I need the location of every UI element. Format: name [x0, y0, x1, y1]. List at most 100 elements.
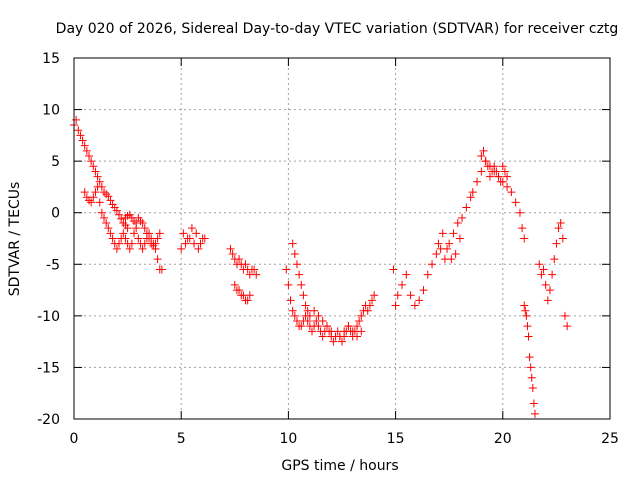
data-point — [496, 177, 505, 186]
data-point — [529, 399, 538, 408]
y-tick-label: -10 — [37, 309, 60, 325]
y-tick-labels: -20 -15 -10 -5 0 5 10 15 — [37, 51, 60, 428]
data-point — [523, 322, 532, 331]
y-tick-label: 5 — [51, 154, 60, 170]
data-point — [106, 196, 115, 205]
data-point — [183, 234, 192, 243]
data-point — [503, 172, 512, 181]
data-point — [245, 291, 254, 300]
x-tick-label: 10 — [279, 431, 297, 447]
data-point — [303, 317, 312, 326]
data-point — [142, 229, 151, 238]
data-point — [481, 157, 490, 166]
data-point — [125, 244, 134, 253]
data-point — [93, 182, 102, 191]
data-point — [552, 239, 561, 248]
data-point — [119, 229, 128, 238]
data-point — [494, 172, 503, 181]
data-point — [490, 162, 499, 171]
data-point — [500, 167, 509, 176]
data-point — [243, 296, 252, 305]
data-point — [515, 208, 524, 217]
data-point — [322, 322, 331, 331]
data-point — [335, 332, 344, 341]
data-point — [95, 177, 104, 186]
data-point — [106, 229, 115, 238]
data-point — [353, 332, 362, 341]
data-point — [151, 239, 160, 248]
data-point — [250, 265, 259, 274]
data-point — [230, 280, 239, 289]
chart-title: Day 020 of 2026, Sidereal Day-to-day VTE… — [56, 21, 619, 37]
data-point — [473, 177, 482, 186]
data-point — [117, 214, 126, 223]
data-point — [196, 239, 205, 248]
data-point — [434, 239, 443, 248]
data-point — [338, 337, 346, 346]
data-point — [365, 301, 374, 310]
data-point — [95, 198, 104, 207]
data-point — [119, 219, 128, 228]
data-point — [157, 265, 166, 274]
data-point — [530, 409, 539, 418]
data-point — [398, 280, 407, 289]
data-point — [284, 280, 293, 289]
data-point — [286, 296, 295, 305]
data-point — [121, 234, 130, 243]
data-point — [355, 317, 364, 326]
data-point — [507, 188, 516, 197]
data-point — [145, 234, 154, 243]
data-point — [455, 234, 464, 243]
data-point — [153, 255, 162, 264]
y-tick-label: 0 — [51, 206, 60, 222]
data-point — [357, 327, 366, 336]
data-point — [485, 172, 494, 181]
data-point — [100, 213, 109, 222]
data-point — [115, 239, 124, 248]
data-point — [527, 373, 536, 382]
data-point — [522, 311, 531, 320]
data-point — [391, 301, 400, 310]
data-point — [155, 229, 164, 238]
data-point — [194, 244, 203, 253]
data-point — [288, 306, 297, 315]
data-point — [432, 249, 441, 258]
data-point — [104, 224, 113, 233]
data-point — [368, 296, 377, 305]
data-point — [136, 216, 145, 225]
data-point — [524, 332, 533, 341]
data-point — [477, 167, 486, 176]
x-tick-label: 20 — [494, 431, 512, 447]
data-point — [138, 219, 147, 228]
data-point — [520, 301, 529, 310]
data-point — [288, 239, 297, 248]
data-point — [292, 260, 301, 269]
data-point — [82, 146, 91, 155]
data-point — [290, 311, 299, 320]
data-point — [525, 353, 534, 362]
data-point — [479, 146, 488, 155]
data-point — [149, 241, 158, 250]
data-point — [370, 291, 379, 300]
x-axis-label: GPS time / hours — [281, 458, 398, 474]
data-point — [539, 265, 548, 274]
data-point — [327, 327, 336, 336]
data-point — [543, 296, 552, 305]
data-point — [181, 239, 190, 248]
data-point — [451, 249, 460, 258]
data-point — [344, 322, 353, 331]
data-point — [235, 255, 244, 264]
data-point — [458, 213, 467, 222]
data-point — [226, 244, 235, 253]
y-tick-label: 15 — [42, 51, 60, 67]
data-point — [93, 172, 102, 181]
data-point — [498, 162, 507, 171]
data-point — [477, 151, 486, 160]
data-point — [520, 234, 529, 243]
data-point — [138, 244, 147, 253]
data-points — [70, 115, 572, 418]
data-point — [548, 270, 557, 279]
data-point — [357, 311, 366, 320]
data-point — [563, 322, 572, 331]
